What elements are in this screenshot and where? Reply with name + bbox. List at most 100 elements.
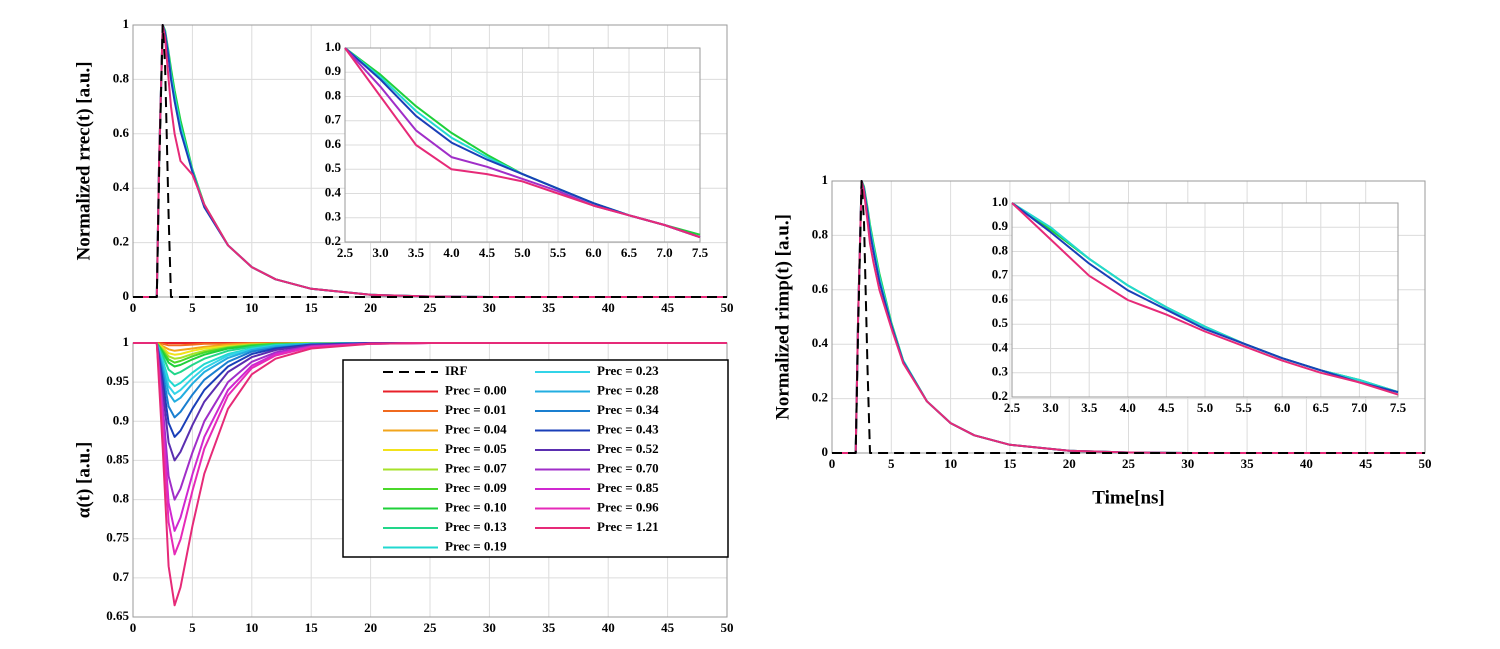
y-tick-label: 0.8 [113, 491, 130, 506]
y-tick-label: 0.8 [113, 70, 130, 85]
x-tick-label: 3.0 [372, 245, 388, 260]
x-tick-label: 30 [483, 300, 496, 315]
y-tick-label: 0.5 [992, 315, 1009, 330]
y-axis-label: Normalized rimp(t) [a.u.] [772, 214, 793, 420]
x-tick-label: 20 [364, 620, 377, 635]
x-tick-label: 20 [364, 300, 377, 315]
y-tick-label: 0.8 [812, 226, 829, 241]
x-tick-label: 10 [245, 300, 258, 315]
x-tick-label: 7.0 [1351, 400, 1367, 415]
x-tick-label: 2.5 [1004, 400, 1021, 415]
x-tick-label: 35 [1241, 456, 1255, 471]
x-tick-label: 30 [483, 620, 496, 635]
series-line [832, 180, 1425, 454]
x-tick-label: 3.5 [408, 245, 425, 260]
x-tick-label: 40 [602, 300, 615, 315]
x-tick-label: 20 [1063, 456, 1076, 471]
y-tick-label: 0.95 [106, 373, 129, 388]
y-tick-label: 0.3 [992, 364, 1009, 379]
x-tick-label: 25 [424, 300, 438, 315]
legend-label: Prec = 0.09 [445, 480, 507, 495]
x-tick-label: 25 [1122, 456, 1136, 471]
x-tick-label: 15 [305, 620, 319, 635]
y-tick-label: 0.4 [812, 335, 829, 350]
series-line [1011, 202, 1399, 396]
legend-label: Prec = 0.05 [445, 441, 507, 456]
legend-label: Prec = 0.52 [597, 441, 659, 456]
y-tick-label: 0.65 [106, 608, 129, 623]
legend-label: Prec = 0.01 [445, 402, 507, 417]
x-tick-label: 4.5 [1158, 400, 1175, 415]
x-tick-label: 40 [1300, 456, 1313, 471]
x-tick-label: 35 [542, 620, 556, 635]
y-tick-label: 0.85 [106, 451, 129, 466]
legend-label: Prec = 0.96 [597, 499, 659, 514]
legend-label: Prec = 0.10 [445, 499, 507, 514]
legend-label: Prec = 0.70 [597, 460, 659, 475]
y-tick-label: 0.2 [992, 388, 1008, 403]
legend-box [342, 359, 729, 558]
legend-label: Prec = 0.34 [597, 402, 659, 417]
x-tick-label: 45 [1359, 456, 1373, 471]
series-line [133, 24, 727, 298]
x-tick-label: 15 [305, 300, 319, 315]
y-tick-label: 0.7 [325, 112, 342, 127]
x-tick-label: 7.5 [692, 245, 709, 260]
x-axis-label: Time[ns] [1092, 487, 1164, 508]
legend-label: Prec = 0.04 [445, 421, 507, 436]
y-tick-label: 0.5 [325, 160, 342, 175]
y-tick-label: 0 [822, 444, 829, 459]
x-tick-label: 6.0 [1274, 400, 1290, 415]
y-tick-label: 1 [123, 334, 130, 349]
legend-label: Prec = 0.85 [597, 480, 659, 495]
legend-label: Prec = 0.13 [445, 519, 507, 534]
y-tick-label: 0.3 [325, 209, 342, 224]
y-tick-label: 0.7 [992, 267, 1009, 282]
x-tick-label: 5.5 [550, 245, 567, 260]
series-line [133, 342, 727, 607]
y-tick-label: 1 [822, 172, 829, 187]
y-tick-label: 1 [123, 16, 130, 31]
y-tick-label: 0.9 [992, 218, 1009, 233]
legend-label: Prec = 1.21 [597, 519, 659, 534]
x-tick-label: 3.5 [1081, 400, 1098, 415]
y-tick-label: 0.6 [113, 125, 130, 140]
y-tick-label: 0.4 [992, 339, 1009, 354]
y-tick-label: 0.6 [812, 281, 829, 296]
x-tick-label: 6.5 [621, 245, 638, 260]
x-tick-label: 5 [189, 300, 196, 315]
x-tick-label: 10 [245, 620, 258, 635]
y-tick-label: 0.4 [113, 179, 130, 194]
y-tick-label: 0.8 [325, 87, 342, 102]
x-tick-label: 0 [829, 456, 836, 471]
series-line [1011, 202, 1399, 394]
legend-label: Prec = 0.07 [445, 460, 507, 475]
plot-frame [344, 47, 701, 243]
y-tick-label: 1.0 [992, 194, 1008, 209]
x-tick-label: 6.5 [1313, 400, 1330, 415]
x-tick-label: 50 [1419, 456, 1432, 471]
x-tick-label: 5 [189, 620, 196, 635]
x-tick-label: 7.5 [1390, 400, 1407, 415]
x-tick-label: 0 [130, 620, 137, 635]
x-tick-label: 50 [721, 620, 734, 635]
y-tick-label: 0.8 [992, 242, 1009, 257]
x-tick-label: 5.5 [1235, 400, 1252, 415]
x-tick-label: 35 [542, 300, 556, 315]
series-line [344, 47, 701, 239]
x-tick-label: 4.0 [443, 245, 459, 260]
x-tick-label: 45 [661, 300, 675, 315]
y-tick-label: 0.9 [325, 63, 342, 78]
x-tick-label: 0 [130, 300, 137, 315]
y-tick-label: 0.2 [812, 390, 828, 405]
x-tick-label: 3.0 [1042, 400, 1058, 415]
y-axis-label: α(t) [a.u.] [73, 442, 94, 519]
legend-label: Prec = 0.23 [597, 363, 659, 378]
x-tick-label: 15 [1003, 456, 1017, 471]
legend-label: IRF [445, 363, 467, 378]
x-tick-label: 45 [661, 620, 675, 635]
x-tick-label: 50 [721, 300, 734, 315]
x-tick-label: 7.0 [656, 245, 672, 260]
plot-frame [1011, 202, 1399, 398]
